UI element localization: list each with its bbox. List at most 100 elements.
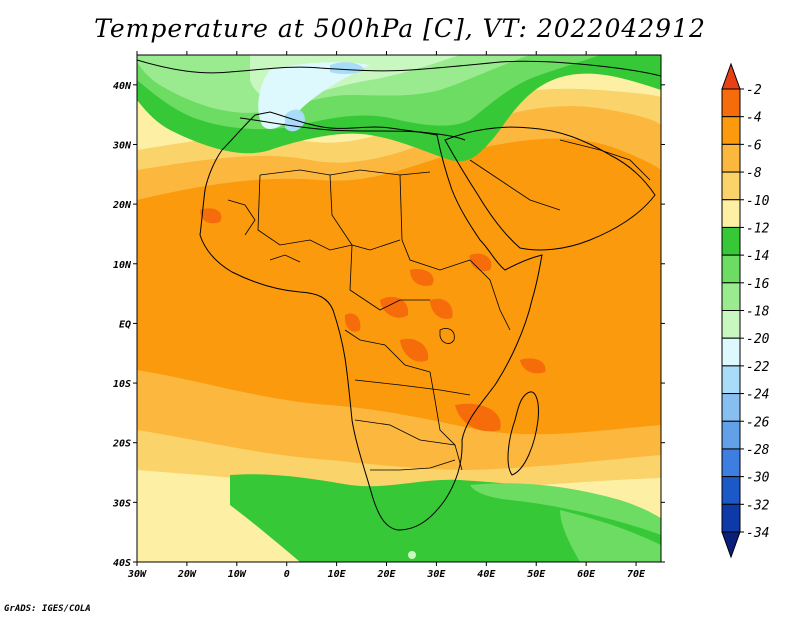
lon-label: 30E <box>426 569 446 580</box>
lat-label: EQ <box>119 319 131 330</box>
colorbar-label: -24 <box>746 388 769 403</box>
colorbar-box <box>721 310 741 339</box>
africa-coastline <box>199 111 543 531</box>
colorbar-top-arrow <box>721 62 741 90</box>
lon-label: 70E <box>627 569 646 580</box>
colorbar-box <box>721 254 741 284</box>
field-hot-6 <box>520 358 546 374</box>
lat-label: 40S <box>113 558 131 569</box>
lon-label: 20E <box>376 569 396 580</box>
lon-label: 10W <box>228 569 247 580</box>
border-2 <box>257 174 353 251</box>
field-hot-2 <box>380 296 409 318</box>
colorbar-label: -26 <box>746 415 770 430</box>
colorbar-label: -30 <box>746 471 770 486</box>
colorbar <box>721 62 744 559</box>
field-hot-7 <box>200 208 222 224</box>
border-8 <box>354 419 456 446</box>
colorbar-box <box>721 448 741 478</box>
colorbar-box <box>721 503 741 533</box>
colorbar-box <box>721 226 741 256</box>
country-borders <box>227 139 651 471</box>
lon-label: 10E <box>328 569 347 580</box>
border-11 <box>469 259 511 331</box>
lat-label: 10N <box>113 260 132 271</box>
lat-label: 40N <box>113 81 132 92</box>
field-hot-9 <box>410 269 434 286</box>
colorbar-label: -32 <box>746 498 770 513</box>
lake-victoria <box>439 328 455 344</box>
colorbar-label: -10 <box>746 194 770 209</box>
border-12 <box>469 159 561 211</box>
arabia-coastline <box>444 126 656 251</box>
colorbar-labels: -2 -4 -6 -8 -10 -12 -14 -16 -18 -20 -22 -24 -26 -28 -3… <box>746 83 770 541</box>
map-frame <box>136 54 662 563</box>
field-hot-5 <box>455 403 501 432</box>
colorbar-label: -34 <box>746 526 769 541</box>
lat-label: 30S <box>112 498 131 509</box>
lon-label: 60E <box>577 569 596 580</box>
colorbar-label: -4 <box>746 111 762 126</box>
colorbar-box <box>721 143 741 173</box>
colorbar-label: -20 <box>746 332 770 347</box>
border-6 <box>344 329 431 373</box>
credit-text: GrADS: IGES/COLA <box>4 604 91 614</box>
border-13 <box>559 139 651 181</box>
colorbar-label: -18 <box>746 305 770 320</box>
colorbar-label: -22 <box>746 360 770 375</box>
colorbar-box <box>721 337 741 367</box>
border-10 <box>429 371 463 471</box>
chart-title: Temperature at 500hPa [C], VT: 202204291… <box>94 14 706 43</box>
border-9 <box>370 459 456 471</box>
field-south-mid-green-2 <box>560 510 661 562</box>
colorbar-label: -12 <box>746 221 770 236</box>
axis-tick-labels: 30W 20W 10W 0 10E 20E 30E 40E 50E 60E 70E 40N 30N 20N… <box>112 81 646 580</box>
colorbar-box <box>721 420 741 450</box>
lon-label: 30W <box>127 569 147 580</box>
colorbar-label: -6 <box>746 138 762 153</box>
colorbar-box <box>721 365 741 395</box>
border-5 <box>349 244 430 311</box>
colorbar-box <box>721 282 741 311</box>
lon-label: 0 <box>284 569 290 580</box>
lon-label: 50E <box>527 569 546 580</box>
field-pale-patch <box>408 551 416 559</box>
colorbar-label: -14 <box>746 249 769 264</box>
temperature-field <box>137 55 661 562</box>
lon-label: 20W <box>177 569 197 580</box>
field-hot-3 <box>400 338 429 362</box>
border-4 <box>399 174 471 271</box>
border-15 <box>269 254 301 263</box>
lat-label: 30N <box>112 140 132 151</box>
colorbar-box <box>721 199 741 228</box>
colorbar-box <box>721 393 741 422</box>
colorbar-label: -28 <box>746 443 770 458</box>
border-1 <box>259 169 431 176</box>
field-hot-8 <box>469 253 492 271</box>
border-14 <box>227 199 256 236</box>
lat-label: 20N <box>112 200 132 211</box>
lat-label: 20S <box>112 439 131 450</box>
axis-ticks <box>133 51 665 566</box>
field-north-pale-blue <box>258 62 370 130</box>
lat-label: 10S <box>113 379 131 390</box>
colorbar-box <box>721 116 741 145</box>
lon-label: 40E <box>477 569 496 580</box>
coastlines <box>137 59 661 531</box>
field-hot-1 <box>344 313 361 332</box>
colorbar-label: -8 <box>746 166 762 181</box>
madagascar-coastline <box>507 391 539 476</box>
colorbar-label: -16 <box>746 277 770 292</box>
europe-coastline <box>137 59 661 77</box>
colorbar-label: -2 <box>746 83 762 98</box>
colorbar-bottom-arrow <box>721 531 741 559</box>
mediterranean-south <box>239 117 466 141</box>
field-south-mid-green <box>470 483 661 535</box>
colorbar-box <box>721 476 741 505</box>
colorbar-box <box>721 88 741 118</box>
border-7 <box>354 379 471 396</box>
field-north-light-blue-2 <box>330 62 365 75</box>
colorbar-box <box>721 171 741 201</box>
field-hot-4 <box>430 298 453 319</box>
